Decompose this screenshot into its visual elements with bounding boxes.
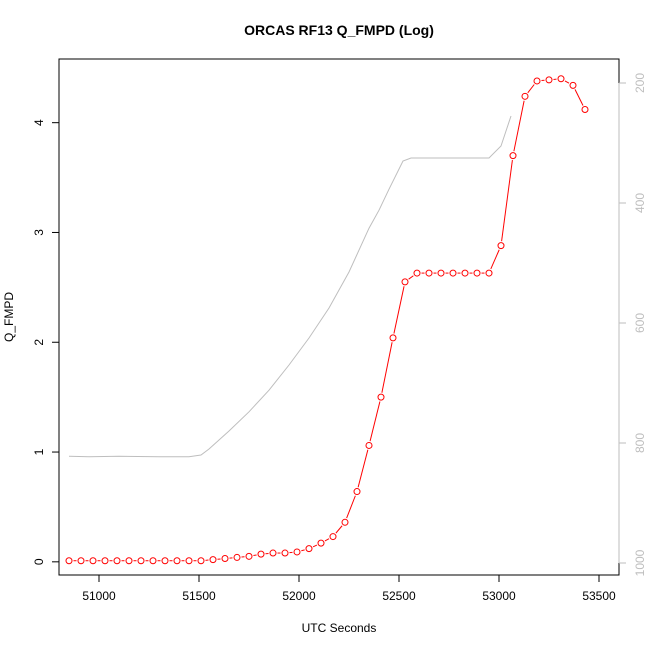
data-point [449,269,457,277]
secondary-y-axis: 200 400 600 800 1000 [618,73,647,576]
x-axis-label: UTC Seconds [302,621,377,635]
data-point [533,77,541,85]
series-segment [564,80,570,84]
y-tick-label: 2 [32,339,46,346]
data-point [545,76,553,84]
series-segment [490,249,500,270]
data-point [245,552,253,560]
series-segment [369,401,381,442]
data-point [125,557,133,565]
y2-tick-label: 800 [633,433,647,453]
x-tick-label: 52500 [382,589,416,603]
data-point [149,557,157,565]
data-point [461,269,469,277]
series-segment [346,495,356,519]
series-line [68,115,512,458]
data-point [113,557,121,565]
data-point [437,269,445,277]
data-point [485,269,493,277]
data-point [221,555,229,563]
data-point [173,557,181,565]
data-point [557,75,565,83]
data-point [329,533,337,541]
series-segment [393,286,405,334]
data-point [293,548,301,556]
series-segment [408,275,414,280]
x-axis: 51000 51500 52000 52500 53000 53500 [82,574,616,603]
data-point [209,556,217,564]
data-point [197,557,205,565]
data-point [185,557,193,565]
data-point [365,441,373,449]
series-segment [301,549,305,552]
series-segment [253,554,257,557]
x-tick-label: 51000 [82,589,116,603]
x-tick-label: 52000 [282,589,316,603]
data-point [509,152,517,160]
y-tick-label: 3 [32,229,46,236]
data-point [581,106,589,114]
y-axis-label: Q_FMPD [2,292,16,342]
data-point [317,539,325,547]
x-tick-label: 51500 [182,589,216,603]
y2-tick-label: 200 [633,73,647,93]
data-point [413,269,421,277]
data-point [305,545,313,553]
series-segment [357,449,369,488]
series-layer [65,75,589,565]
x-tick-label: 53000 [482,589,516,603]
series-segment [335,525,343,534]
data-point [77,557,85,565]
y-tick-label: 1 [32,448,46,455]
red-point-series [65,75,589,565]
data-point [137,557,145,565]
data-point [521,92,529,100]
y2-tick-label: 400 [633,193,647,213]
data-point [65,557,73,565]
data-point [473,269,481,277]
series-segment [324,538,330,542]
data-point [425,269,433,277]
chart-title: ORCAS RF13 Q_FMPD (Log) [244,22,434,38]
data-point [257,550,265,558]
y-tick-label: 0 [32,558,46,565]
data-point [101,557,109,565]
gray-line-series [68,115,512,458]
data-point [269,549,277,557]
x-tick-label: 53500 [582,589,616,603]
data-point [497,242,505,250]
data-point [281,549,289,557]
data-point [377,393,385,401]
data-point [401,278,409,286]
data-point [233,553,241,561]
data-point [389,334,397,342]
series-segment [513,100,525,152]
data-point [341,518,349,526]
data-point [89,557,97,565]
plot-frame [58,58,620,576]
series-segment [527,84,535,94]
series-segment [574,89,584,106]
y-tick-label: 4 [32,119,46,126]
data-point [161,557,169,565]
y-axis: 0 1 2 3 4 [32,119,60,565]
series-segment [312,544,318,548]
y2-tick-label: 1000 [633,549,647,576]
series-segment [381,342,393,393]
data-point [569,81,577,89]
series-segment [501,160,513,242]
y2-tick-label: 600 [633,313,647,333]
data-point [353,488,361,496]
